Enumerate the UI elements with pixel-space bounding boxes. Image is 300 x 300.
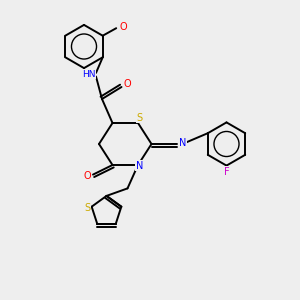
Text: HN: HN [82,70,95,79]
Text: S: S [84,203,90,213]
Text: F: F [224,167,229,177]
Text: N: N [179,138,186,148]
Text: O: O [124,79,131,89]
Text: O: O [119,22,127,32]
Text: N: N [136,160,143,171]
Text: O: O [84,171,92,181]
Text: S: S [136,112,142,123]
